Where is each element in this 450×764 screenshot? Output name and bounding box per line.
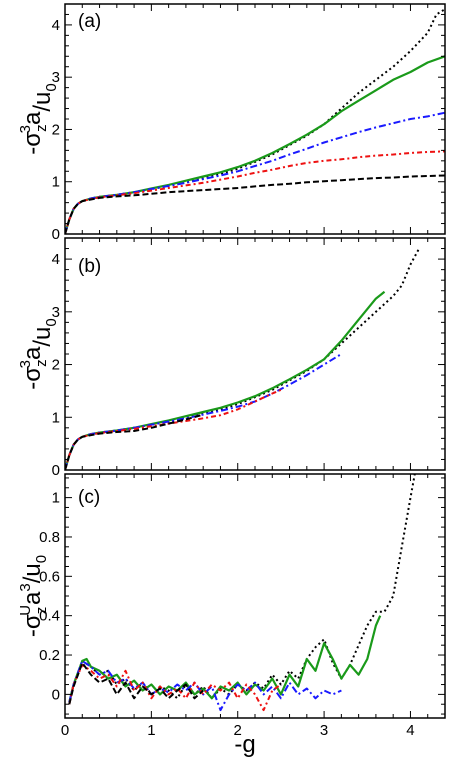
panel-1: 0 1 2 3 4 (a) -σz3a/u0 — [17, 3, 446, 243]
series-line-5 — [68, 661, 204, 705]
y-tick-label: 3 — [52, 69, 60, 86]
y-tick-label: 1 — [52, 174, 60, 191]
series-line-4 — [65, 150, 445, 234]
panel-2: 0 1 2 3 4 (b) -σz3a/u0 — [17, 237, 446, 479]
x-axis-label: -g — [234, 731, 255, 758]
plot-frame — [64, 237, 446, 471]
plot-frame — [64, 3, 446, 235]
series-line-2 — [65, 55, 445, 234]
x-tick-label: 4 — [406, 722, 414, 739]
y-tick-label: 0 — [52, 462, 60, 479]
y-tick-label: 0.4 — [39, 608, 60, 625]
series-line-4 — [65, 388, 282, 470]
series-line-3 — [65, 111, 445, 234]
y-tick-label: 4 — [52, 251, 60, 268]
x-tick-label: 2 — [234, 722, 242, 739]
x-tick-label: 1 — [147, 722, 155, 739]
panel-label: (c) — [78, 487, 100, 508]
series-line-5 — [65, 413, 204, 470]
panel-label: (a) — [78, 11, 101, 32]
y-tick-label: 1 — [52, 490, 60, 507]
panel-label: (b) — [78, 256, 101, 277]
y-tick-label: 0 — [52, 226, 60, 243]
y-axis-label: -σz3a/u0 — [17, 83, 60, 154]
y-axis-label: -σzUa3/u0 — [17, 555, 50, 637]
y-tick-label: 3 — [52, 304, 60, 321]
series-line-5 — [65, 174, 445, 234]
y-tick-label: 0.6 — [39, 568, 60, 585]
y-tick-label: 1 — [52, 409, 60, 426]
x-tick-label: 3 — [320, 722, 328, 739]
y-axis-label: -σz3a/u0 — [17, 318, 60, 389]
series-line-2 — [68, 615, 382, 703]
series-line-4 — [68, 663, 282, 712]
y-tick-label: 4 — [52, 17, 60, 34]
y-tick-label: 2 — [52, 357, 60, 374]
x-tick-label: 0 — [61, 722, 69, 739]
y-tick-label: 0.2 — [39, 647, 60, 664]
y-tick-label: 2 — [52, 121, 60, 138]
series-line-2 — [65, 290, 386, 470]
panel-3: 0 0.2 0.4 0.6 0.8 1 0 1 2 3 4 -g (c) -σzUa3/u0 — [17, 473, 446, 758]
series-line-1 — [68, 474, 416, 705]
y-tick-label: 0 — [52, 686, 60, 703]
series-line-1 — [65, 248, 420, 470]
series-line-3 — [68, 659, 342, 712]
y-tick-label: 0.8 — [39, 529, 60, 546]
series-line-1 — [65, 8, 445, 234]
